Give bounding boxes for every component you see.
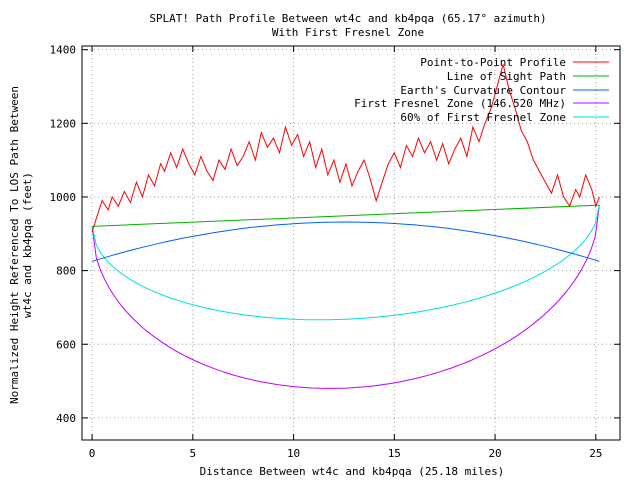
x-tick-label: 15	[388, 447, 401, 460]
series-line-first-fresnel-zone	[91, 205, 600, 389]
y-axis-label-line1: Normalized Height Referenced To LOS Path…	[8, 86, 21, 404]
y-tick-label: 1000	[50, 191, 77, 204]
y-tick-label: 800	[56, 265, 76, 278]
legend: Point-to-Point Profile Line of Sight Pat…	[354, 56, 609, 124]
series-line-earth-curvature	[91, 221, 600, 262]
legend-label-earth: Earth's Curvature Contour	[400, 84, 566, 97]
y-tick-label: 600	[56, 338, 76, 351]
y-tick-label: 1200	[50, 117, 77, 130]
x-tick-label: 20	[488, 447, 501, 460]
series-line-60pct-fresnel-zone	[91, 204, 600, 321]
legend-label-profile: Point-to-Point Profile	[420, 56, 566, 69]
y-axis-ticks: 400 600 800 1000 1200 1400	[50, 44, 620, 425]
y-tick-label: 1400	[50, 44, 77, 57]
plot-frame	[81, 45, 621, 441]
legend-label-los: Line of Sight Path	[447, 70, 566, 83]
x-axis-ticks: 0 5 10 15 20 25	[89, 46, 602, 460]
chart-title: SPLAT! Path Profile Between wt4c and kb4…	[149, 12, 546, 25]
x-tick-label: 0	[89, 447, 96, 460]
y-tick-label: 400	[56, 412, 76, 425]
x-tick-label: 25	[589, 447, 602, 460]
grid	[82, 46, 620, 440]
series-line-point-to-point-profile	[91, 64, 600, 233]
x-axis-label: Distance Between wt4c and kb4pqa (25.18 …	[200, 465, 505, 478]
series-line-line-of-sight	[92, 204, 600, 227]
y-axis-label-line2: wt4c and kb4pqa (feet)	[21, 172, 34, 318]
legend-label-fresnel60: 60% of First Fresnel Zone	[400, 111, 566, 124]
x-tick-label: 10	[287, 447, 300, 460]
series-layer	[91, 64, 600, 389]
chart-subtitle: With First Fresnel Zone	[272, 26, 424, 39]
legend-label-fresnel: First Fresnel Zone (146.520 MHz)	[354, 97, 566, 110]
x-tick-label: 5	[190, 447, 197, 460]
